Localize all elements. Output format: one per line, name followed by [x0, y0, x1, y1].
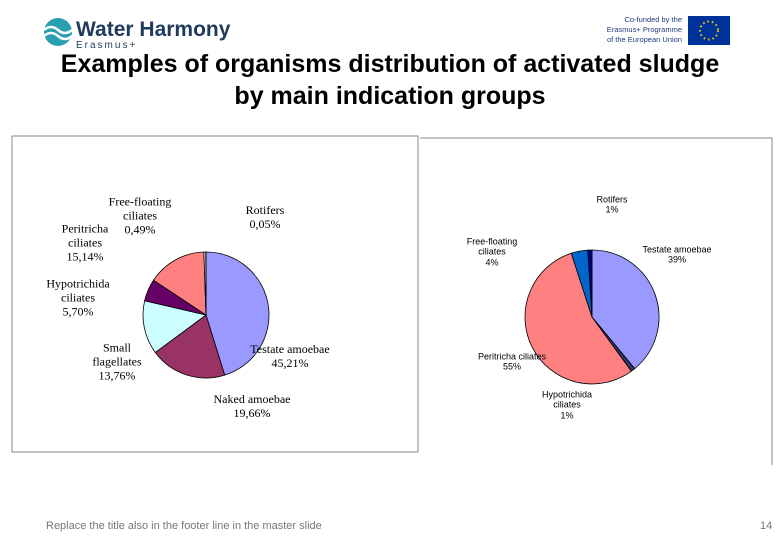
label-value: 39%	[667, 255, 686, 265]
label-name: Small flagellates	[92, 340, 142, 369]
label-name: Rotifers	[596, 194, 628, 205]
label-name: Rotifers	[245, 203, 285, 218]
label-name: Naked amoebae	[213, 392, 291, 407]
eu-text: of the European Union	[607, 35, 682, 44]
label-value: 0,49%	[124, 221, 156, 236]
label-name: Testate amoebae	[250, 342, 330, 357]
data-label: Testate amoebae 45,21%	[250, 342, 330, 371]
pie-slice	[524, 252, 632, 385]
logo-wave	[43, 31, 73, 41]
pie-slice	[154, 314, 226, 379]
pie-slice	[587, 249, 593, 318]
label-name: Free-floating ciliates	[108, 194, 172, 223]
data-label: Free-floating ciliates 0,49%	[100, 194, 180, 236]
label-name: Testate amoebae	[642, 244, 712, 255]
pie-slice	[142, 300, 207, 354]
data-label: Hypotrichida ciliates 5,70%	[38, 276, 118, 318]
eu-flag	[688, 16, 730, 45]
data-label: Peritricha ciliates 55%	[477, 352, 547, 373]
footer: Replace the title also in the footer lin…	[46, 520, 322, 532]
label-value: 45,21%	[271, 356, 309, 370]
eu-text: Erasmus+ Programme	[607, 25, 682, 34]
data-label: Free-floating ciliates 4%	[457, 236, 527, 267]
label-name: Peritricha ciliates	[61, 221, 109, 250]
slide-title: Examples of organisms distribution of ac…	[60, 50, 720, 110]
label-name: Peritricha ciliates	[477, 351, 547, 362]
label-value: 15,14%	[66, 248, 104, 263]
label-value: 13,76%	[98, 367, 136, 382]
label-name: Hypotrichida ciliates	[541, 389, 593, 410]
label-name: Hypotrichida ciliates	[46, 276, 110, 305]
label-value: 4%	[485, 257, 499, 268]
data-label: Peritricha ciliates 15,14%	[45, 221, 125, 263]
pie-slice	[152, 251, 207, 316]
pie-slice	[205, 251, 270, 376]
page-number: 14	[760, 520, 773, 532]
data-label: Rotifers 1%	[577, 195, 647, 216]
data-label: Rotifers 0,05%	[225, 203, 305, 232]
eu-text: Co-funded by the	[624, 15, 682, 24]
label-value: 5,70%	[62, 303, 94, 318]
label-value: 1%	[605, 205, 619, 215]
chart-frame	[11, 135, 419, 453]
label-name: Free-floating ciliates	[466, 236, 518, 257]
data-label: Naked amoebae 19,66%	[212, 392, 292, 421]
eu-stars	[699, 20, 719, 41]
logo-sub: Erasmus+	[76, 40, 137, 51]
chart-frame	[420, 137, 773, 465]
pie-slice	[591, 249, 660, 370]
logo-text: Water Harmony	[76, 18, 231, 41]
data-label: Testate amoebae 39%	[642, 245, 712, 266]
data-label: Small flagellates 13,76%	[77, 340, 157, 382]
label-value: 0,05%	[249, 217, 281, 231]
label-value: 55%	[502, 362, 521, 372]
label-value: 19,66%	[233, 406, 271, 420]
label-value: 1%	[560, 410, 574, 421]
logo-wave	[43, 25, 73, 35]
data-label: Hypotrichida ciliates 1%	[532, 389, 602, 420]
